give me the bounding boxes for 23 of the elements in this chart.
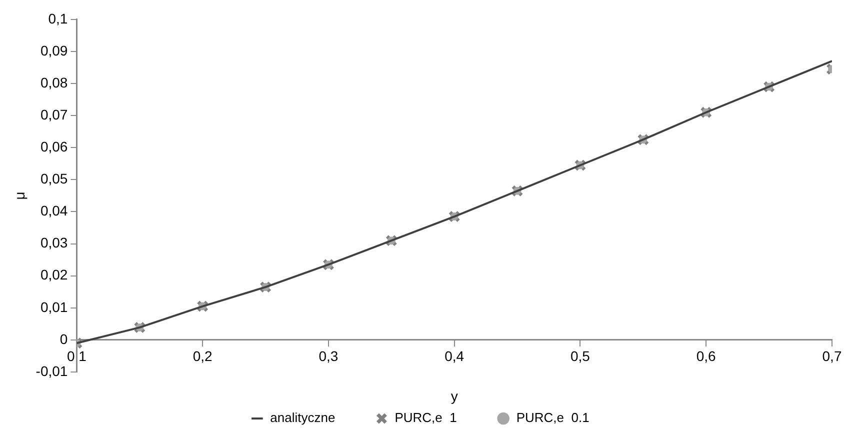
legend-label: analityczne (270, 410, 336, 426)
x-tick-label: 0,3 (318, 348, 338, 364)
legend-label: PURC,e 1 (394, 410, 457, 426)
y-tick-label: 0,09 (40, 42, 68, 58)
x-tick-label: 0,2 (192, 348, 213, 364)
y-tick-label: 0,1 (48, 10, 68, 26)
x-axis-title: y (450, 388, 458, 404)
y-tick-label: 0,08 (40, 74, 68, 90)
x-tick-label: 0,5 (570, 348, 590, 364)
legend-label: PURC,e 0.1 (516, 410, 590, 426)
y-tick-label: 0,05 (40, 170, 68, 187)
y-tick-label: 0,06 (40, 138, 68, 154)
y-tick-label: 0,07 (40, 106, 68, 122)
y-tick-label: 0,04 (40, 202, 68, 219)
x-tick-label: 0,6 (696, 348, 716, 364)
y-tick-label: 0,02 (40, 266, 68, 283)
x-tick-label: 0,7 (822, 348, 842, 364)
y-tick-label: 0,01 (40, 298, 68, 315)
y-tick-label: -0,01 (36, 362, 68, 379)
y-tick-label: 0,03 (40, 234, 68, 251)
x-tick-label: 0,4 (444, 348, 464, 364)
y-tick-label: 0 (60, 330, 68, 347)
y-axis-title: μ (11, 192, 28, 200)
